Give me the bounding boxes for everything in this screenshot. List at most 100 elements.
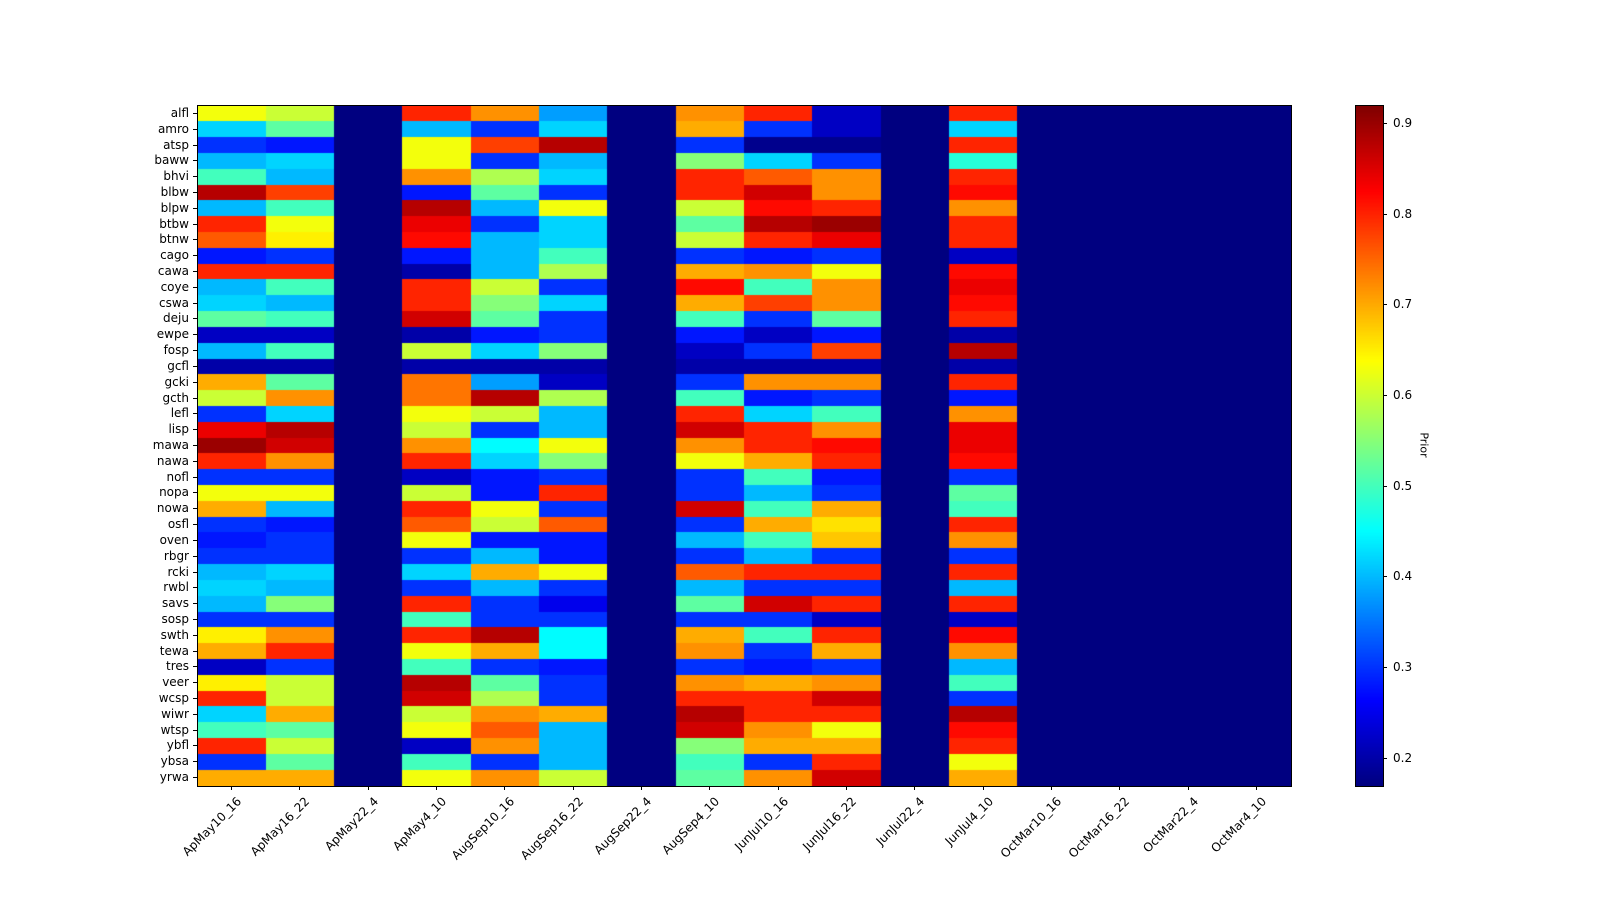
colorbar-tick-label-0.5: 0.5	[1393, 478, 1413, 493]
x-tick-mark	[641, 786, 642, 790]
x-tick-mark	[709, 786, 710, 790]
y-tick-mark	[193, 461, 197, 462]
colorbar-tick-label-0.4: 0.4	[1393, 569, 1413, 584]
y-tick-mark	[193, 192, 197, 193]
y-tick-mark	[193, 350, 197, 351]
x-tick-label-OctMar22_4: OctMar22_4	[1139, 794, 1201, 856]
x-tick-label-ApMay22_4: ApMay22_4	[321, 794, 381, 854]
colorbar-tick-mark	[1383, 395, 1387, 396]
colorbar-tick-mark	[1383, 123, 1387, 124]
colorbar-label: Prior	[1417, 432, 1431, 458]
y-tick-label-sosp: sosp	[161, 611, 189, 626]
y-tick-label-atsp: atsp	[163, 137, 189, 152]
y-tick-label-fosp: fosp	[163, 343, 189, 358]
x-tick-mark	[504, 786, 505, 790]
y-tick-mark	[193, 113, 197, 114]
y-tick-label-gcki: gcki	[164, 374, 190, 389]
y-tick-label-baww: baww	[154, 153, 189, 168]
y-tick-label-wiwr: wiwr	[161, 706, 189, 721]
y-tick-mark	[193, 540, 197, 541]
y-tick-label-btbw: btbw	[159, 216, 189, 231]
colorbar-tick-label-0.9: 0.9	[1393, 116, 1413, 131]
y-tick-mark	[193, 508, 197, 509]
y-tick-label-amro: amro	[157, 121, 189, 136]
y-tick-mark	[193, 651, 197, 652]
x-tick-mark	[983, 786, 984, 790]
y-tick-mark	[193, 271, 197, 272]
colorbar-gradient	[1356, 106, 1383, 786]
y-tick-label-savs: savs	[162, 596, 189, 611]
y-tick-mark	[193, 398, 197, 399]
x-tick-label-AugSep22_4: AugSep22_4	[591, 794, 655, 858]
colorbar-tick-label-0.2: 0.2	[1393, 750, 1413, 765]
colorbar-tick-label-0.3: 0.3	[1393, 660, 1413, 675]
y-tick-mark	[193, 666, 197, 667]
y-tick-mark	[193, 318, 197, 319]
x-tick-label-JunJul10_16: JunJul10_16	[731, 794, 791, 854]
y-tick-label-swth: swth	[160, 627, 189, 642]
y-tick-label-deju: deju	[163, 311, 189, 326]
colorbar-tick-mark	[1383, 758, 1387, 759]
y-tick-mark	[193, 745, 197, 746]
y-tick-label-ybsa: ybsa	[160, 754, 189, 769]
x-tick-label-OctMar16_22: OctMar16_22	[1065, 794, 1133, 861]
y-tick-label-cago: cago	[160, 248, 189, 263]
x-tick-label-AugSep4_10: AugSep4_10	[659, 794, 723, 858]
x-tick-mark	[436, 786, 437, 790]
x-tick-label-OctMar10_16: OctMar10_16	[997, 794, 1065, 861]
y-tick-mark	[193, 445, 197, 446]
x-tick-label-ApMay4_10: ApMay4_10	[390, 794, 450, 854]
y-tick-mark	[193, 334, 197, 335]
y-tick-label-bhvi: bhvi	[163, 169, 189, 184]
y-tick-mark	[193, 477, 197, 478]
y-tick-mark	[193, 524, 197, 525]
y-tick-mark	[193, 129, 197, 130]
y-tick-label-lisp: lisp	[168, 422, 189, 437]
colorbar-tick-label-0.7: 0.7	[1393, 297, 1413, 312]
y-tick-label-gcfl: gcfl	[167, 358, 189, 373]
y-tick-mark	[193, 730, 197, 731]
x-tick-mark	[1256, 786, 1257, 790]
y-tick-mark	[193, 208, 197, 209]
y-tick-label-nofl: nofl	[166, 469, 189, 484]
x-tick-label-AugSep10_16: AugSep10_16	[449, 794, 518, 863]
colorbar-tick-mark	[1383, 486, 1387, 487]
y-tick-mark	[193, 714, 197, 715]
y-tick-label-veer: veer	[162, 675, 189, 690]
x-tick-label-ApMay10_16: ApMay10_16	[179, 794, 245, 859]
y-tick-mark	[193, 777, 197, 778]
y-tick-label-osfl: osfl	[167, 517, 189, 532]
y-tick-label-wcsp: wcsp	[158, 691, 189, 706]
x-tick-label-ApMay16_22: ApMay16_22	[248, 794, 313, 859]
colorbar-tick-mark	[1383, 304, 1387, 305]
y-tick-mark	[193, 224, 197, 225]
y-tick-label-blbw: blbw	[160, 184, 189, 199]
y-tick-label-wtsp: wtsp	[160, 722, 189, 737]
x-tick-label-OctMar4_10: OctMar4_10	[1208, 794, 1270, 856]
x-tick-label-JunJul4_10: JunJul4_10	[941, 794, 996, 849]
y-tick-mark	[193, 413, 197, 414]
y-tick-label-nowa: nowa	[156, 501, 189, 516]
y-tick-label-tres: tres	[165, 659, 189, 674]
y-tick-mark	[193, 492, 197, 493]
y-tick-mark	[193, 635, 197, 636]
y-tick-mark	[193, 366, 197, 367]
x-tick-mark	[573, 786, 574, 790]
y-tick-label-coye: coye	[160, 279, 189, 294]
colorbar	[1355, 105, 1384, 787]
y-tick-label-rwbl: rwbl	[163, 580, 189, 595]
colorbar-tick-mark	[1383, 576, 1387, 577]
heatmap	[198, 106, 1291, 786]
y-tick-mark	[193, 176, 197, 177]
x-tick-mark	[231, 786, 232, 790]
y-tick-mark	[193, 698, 197, 699]
x-tick-mark	[1188, 786, 1189, 790]
y-tick-label-btnw: btnw	[159, 232, 189, 247]
colorbar-tick-mark	[1383, 214, 1387, 215]
y-tick-mark	[193, 160, 197, 161]
y-tick-mark	[193, 429, 197, 430]
x-tick-label-JunJul22_4: JunJul22_4	[873, 794, 928, 849]
y-tick-label-nawa: nawa	[156, 453, 189, 468]
y-tick-label-yrwa: yrwa	[159, 770, 189, 785]
